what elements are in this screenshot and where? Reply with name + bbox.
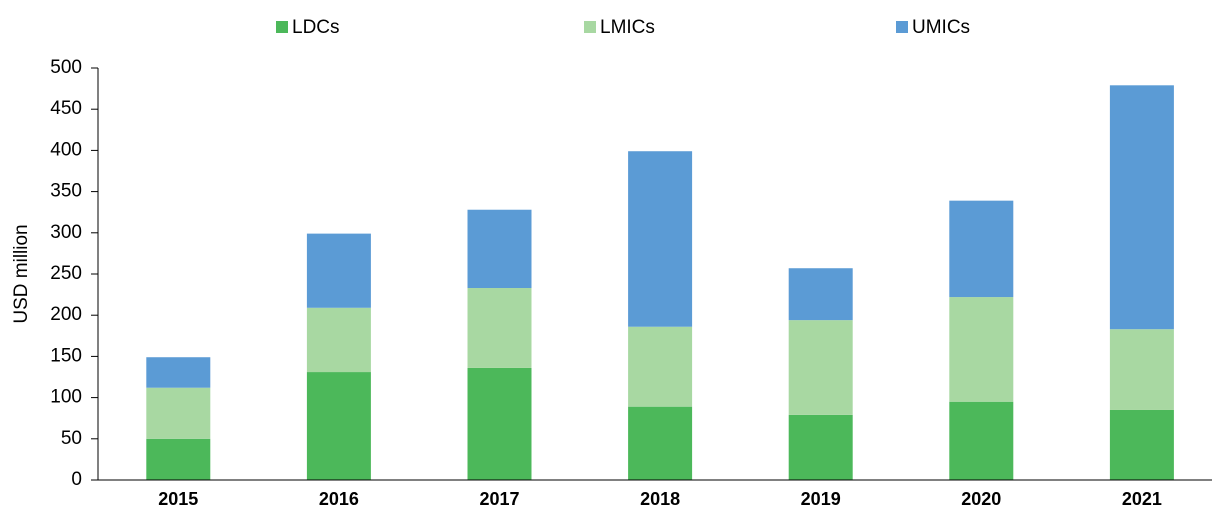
bar-segment xyxy=(788,320,853,415)
bar-segment xyxy=(306,307,371,373)
x-tick-label: 2015 xyxy=(158,489,198,509)
y-axis-label: USD million xyxy=(11,224,32,323)
bar-segment xyxy=(949,200,1014,298)
y-tick-label: 0 xyxy=(71,469,82,490)
y-tick-label: 500 xyxy=(50,57,82,78)
bar-segment xyxy=(788,414,853,480)
bar-segment xyxy=(628,406,693,480)
bar-segment xyxy=(467,288,532,368)
bar-segment xyxy=(467,367,532,480)
bar-segment xyxy=(146,387,211,439)
x-tick-label: 2021 xyxy=(1122,489,1162,509)
bar-segment xyxy=(1109,85,1174,330)
legend-label: LDCs xyxy=(292,17,340,38)
y-tick-label: 200 xyxy=(50,304,82,325)
x-tick-label: 2017 xyxy=(479,489,519,509)
x-tick-label: 2018 xyxy=(640,489,680,509)
bar-segment xyxy=(306,372,371,480)
bar-segment xyxy=(1109,409,1174,480)
y-tick-label: 250 xyxy=(50,263,82,284)
bar-segment xyxy=(467,209,532,289)
bar-segment xyxy=(788,268,853,321)
y-tick-label: 150 xyxy=(50,345,82,366)
y-tick-label: 50 xyxy=(61,428,82,449)
bar-segment xyxy=(306,233,371,308)
bar-segment xyxy=(949,297,1014,402)
x-tick-label: 2020 xyxy=(961,489,1001,509)
x-tick-label: 2016 xyxy=(319,489,359,509)
y-tick-label: 300 xyxy=(50,222,82,243)
bar-segment xyxy=(146,438,211,480)
y-tick-label: 100 xyxy=(50,387,82,408)
x-tick-label: 2019 xyxy=(801,489,841,509)
y-tick-label: 450 xyxy=(50,98,82,119)
legend-swatch xyxy=(276,21,288,33)
bar-segment xyxy=(628,326,693,407)
y-tick-label: 350 xyxy=(50,181,82,202)
legend-swatch xyxy=(584,21,596,33)
bar-segment xyxy=(628,151,693,327)
legend-label: UMICs xyxy=(912,17,970,38)
legend-swatch xyxy=(896,21,908,33)
y-tick-label: 400 xyxy=(50,139,82,160)
bar-segment xyxy=(949,401,1014,480)
legend-label: LMICs xyxy=(600,17,655,38)
bar-segment xyxy=(1109,329,1174,410)
bar-segment xyxy=(146,357,211,388)
